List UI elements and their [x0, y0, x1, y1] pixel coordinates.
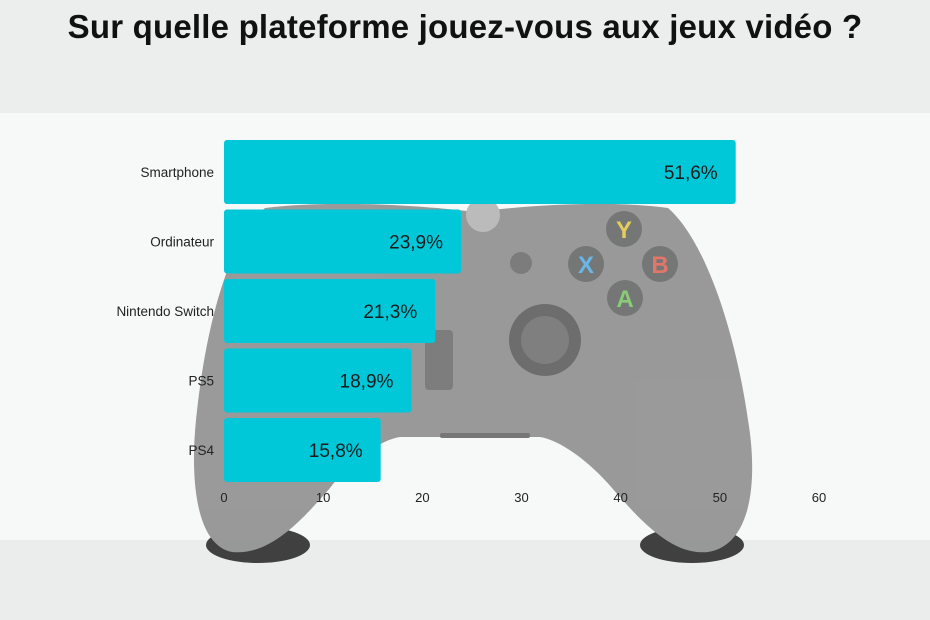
value-label: 51,6%	[664, 163, 718, 184]
category-label: PS4	[188, 443, 214, 458]
header-band	[0, 0, 930, 113]
x-axis-ticks: 0 10 20 30 40 50 60	[220, 490, 826, 505]
svg-text:B: B	[651, 252, 668, 279]
bar-2	[224, 279, 436, 343]
button-x-icon	[568, 246, 604, 282]
category-label: PS5	[188, 374, 214, 389]
x-tick-label: 20	[415, 490, 429, 505]
guide-button-icon	[466, 198, 500, 232]
button-a-icon	[607, 280, 643, 316]
bar-1	[224, 209, 462, 274]
dpad-icon	[425, 330, 453, 390]
svg-text:A: A	[616, 286, 633, 313]
x-tick-label: 40	[613, 490, 627, 505]
button-b-icon	[642, 246, 678, 282]
x-tick-label: 10	[316, 490, 330, 505]
x-tick-label: 60	[812, 490, 826, 505]
button-y-icon	[606, 211, 642, 247]
bar-0	[224, 140, 736, 204]
value-label: 15,8%	[309, 441, 363, 462]
footer-band	[0, 540, 930, 620]
value-labels: 51,6% 23,9% 21,3% 18,9% 15,8%	[309, 163, 718, 462]
x-tick-label: 0	[220, 490, 227, 505]
category-label: Nintendo Switch	[116, 304, 214, 319]
value-label: 23,9%	[389, 233, 443, 254]
category-label: Ordinateur	[150, 235, 214, 250]
face-buttons: Y X B A	[568, 211, 678, 316]
x-tick-label: 30	[514, 490, 528, 505]
value-label: 21,3%	[363, 302, 417, 323]
bar-3	[224, 348, 412, 413]
value-label: 18,9%	[340, 372, 394, 393]
svg-text:Y: Y	[616, 217, 632, 244]
chart-title: Sur quelle plateforme jouez-vous aux jeu…	[67, 8, 863, 45]
bars-group	[224, 140, 736, 482]
svg-text:X: X	[578, 252, 594, 279]
category-label: Smartphone	[140, 165, 214, 180]
x-tick-label: 50	[713, 490, 727, 505]
menu-button-icon	[510, 252, 532, 274]
bar-4	[224, 418, 381, 482]
category-labels: Smartphone Ordinateur Nintendo Switch PS5 PS…	[116, 165, 214, 458]
